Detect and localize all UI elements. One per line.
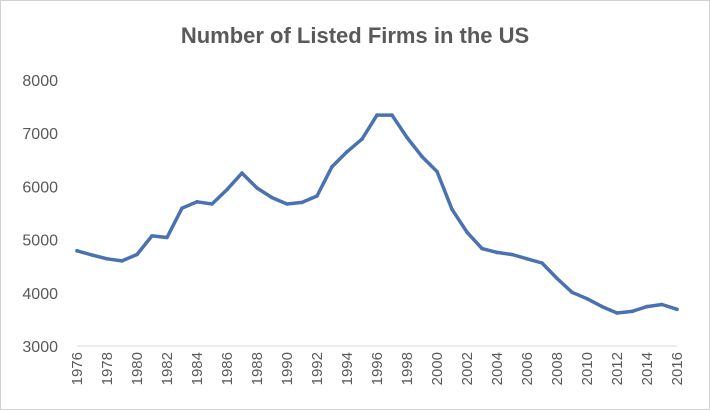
- data-point: [645, 304, 649, 309]
- x-tick-label: 1984: [189, 352, 206, 385]
- data-point: [555, 276, 559, 281]
- data-point: [405, 135, 409, 140]
- data-point: [675, 307, 679, 312]
- data-point: [600, 304, 604, 309]
- x-tick-label: 2004: [489, 352, 506, 385]
- y-tick-label: 7000: [22, 126, 58, 143]
- data-point: [615, 311, 619, 315]
- x-tick-label: 2006: [519, 352, 536, 385]
- data-point: [510, 252, 514, 257]
- x-tick-label: 1978: [99, 352, 116, 385]
- data-point: [420, 154, 424, 159]
- data-point: [255, 186, 259, 190]
- data-point: [585, 296, 589, 301]
- x-axis-ticks: 1976 1978 1980 1982 1984 1986 1988 1990 1992 1994…: [69, 352, 686, 385]
- data-point: [300, 200, 304, 205]
- data-point: [660, 302, 664, 307]
- data-point: [270, 195, 274, 200]
- data-point: [525, 257, 529, 261]
- data-point: [105, 257, 109, 261]
- data-point: [150, 234, 154, 238]
- data-point: [360, 137, 364, 141]
- x-tick-label: 2000: [429, 352, 446, 385]
- data-point: [165, 235, 169, 240]
- y-tick-label: 6000: [22, 179, 58, 196]
- x-tick-label: 1986: [219, 352, 236, 385]
- x-tick-label: 2016: [669, 352, 686, 385]
- data-point: [285, 202, 289, 206]
- x-tick-label: 2014: [639, 352, 656, 385]
- series-line: [75, 113, 679, 315]
- x-tick-label: 2010: [579, 352, 596, 385]
- data-point: [630, 309, 634, 314]
- x-tick-label: 2002: [459, 352, 476, 385]
- data-point: [240, 171, 244, 175]
- y-tick-label: 5000: [22, 233, 58, 250]
- x-tick-label: 1988: [249, 352, 266, 385]
- data-point: [345, 150, 349, 154]
- data-point: [90, 253, 94, 257]
- x-tick-label: 1990: [279, 352, 296, 385]
- data-point: [210, 202, 214, 206]
- x-tick-label: 1996: [369, 352, 386, 385]
- x-tick-label: 2012: [609, 352, 626, 385]
- data-point: [540, 261, 544, 265]
- data-point: [450, 207, 454, 212]
- data-point: [390, 113, 394, 117]
- data-point: [225, 187, 229, 192]
- x-tick-label: 1980: [129, 352, 146, 385]
- data-point: [195, 200, 199, 204]
- chart-title: Number of Listed Firms in the US: [180, 23, 530, 48]
- y-tick-label: 8000: [22, 73, 58, 90]
- x-tick-label: 1982: [159, 352, 176, 385]
- y-axis-ticks: 3000 4000 5000 6000 7000 8000: [22, 73, 58, 356]
- data-point: [75, 249, 79, 253]
- x-tick-label: 1998: [399, 352, 416, 385]
- data-point: [435, 169, 439, 174]
- data-point: [465, 230, 469, 234]
- x-tick-label: 1994: [339, 352, 356, 385]
- data-point: [120, 259, 124, 263]
- data-point: [315, 194, 319, 198]
- x-tick-label: 2008: [549, 352, 566, 385]
- y-tick-label: 3000: [22, 339, 58, 356]
- data-point: [375, 113, 379, 117]
- x-tick-label: 1992: [309, 352, 326, 385]
- data-point: [495, 250, 499, 255]
- y-tick-label: 4000: [22, 286, 58, 303]
- data-point: [570, 290, 574, 295]
- data-point: [480, 246, 484, 251]
- data-point: [135, 252, 139, 257]
- data-point: [330, 164, 334, 169]
- data-points: [75, 113, 679, 315]
- x-tick-label: 1976: [69, 352, 86, 385]
- data-point: [180, 206, 184, 210]
